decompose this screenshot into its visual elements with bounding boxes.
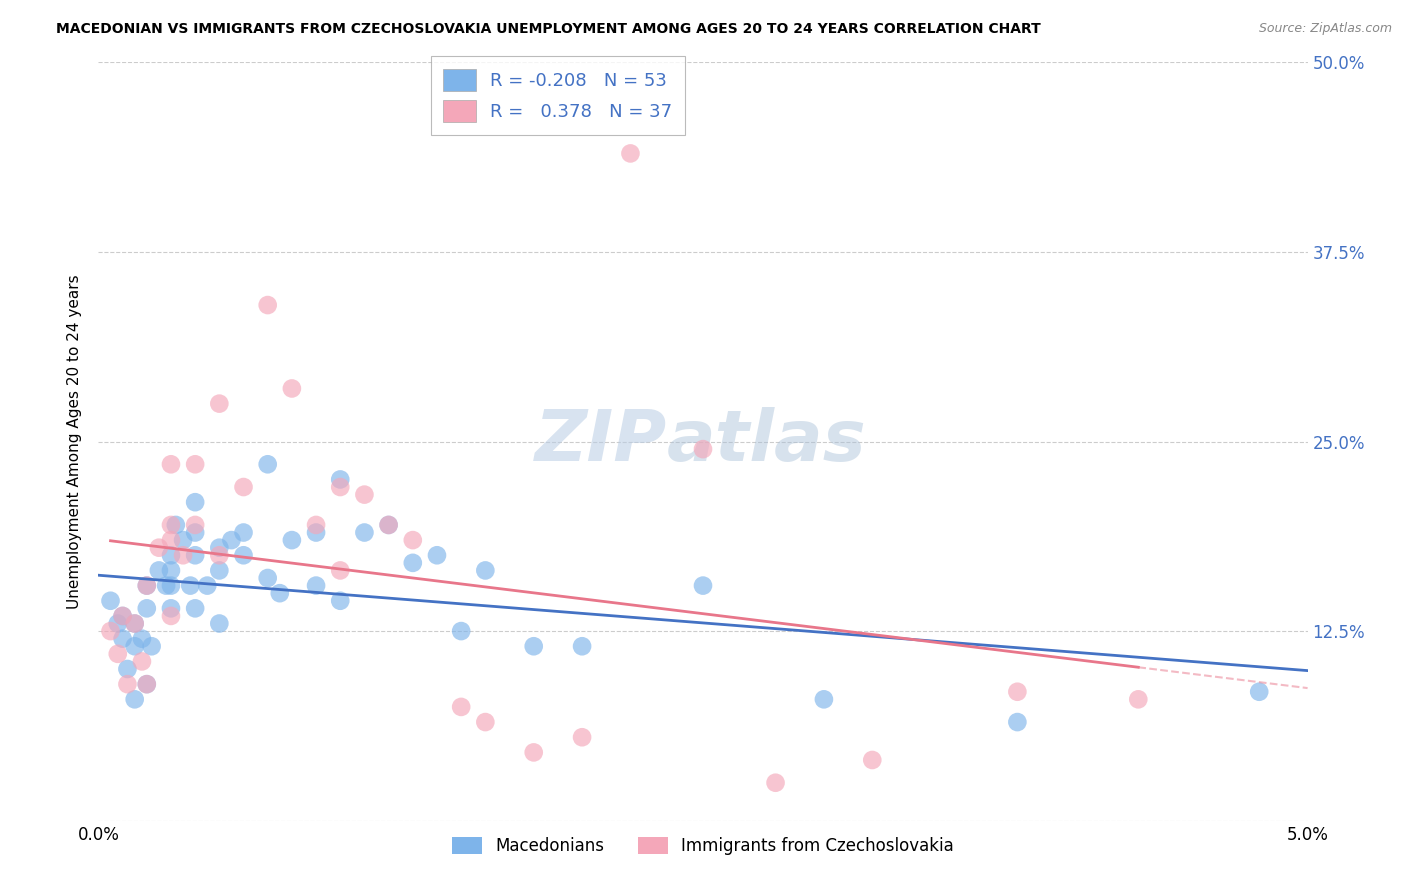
Point (135, 579, 157, 593)
Point (305, 525, 328, 540)
Text: MACEDONIAN VS IMMIGRANTS FROM CZECHOSLOVAKIA UNEMPLOYMENT AMONG AGES 20 TO 24 YE: MACEDONIAN VS IMMIGRANTS FROM CZECHOSLOV… (56, 22, 1040, 37)
Point (256, 458, 278, 472)
Point (353, 487, 375, 501)
Y-axis label: Unemployment Among Ages 20 to 24 years: Unemployment Among Ages 20 to 24 years (67, 274, 83, 609)
Point (571, 730, 593, 744)
Point (135, 677, 157, 691)
Point (195, 579, 218, 593)
Point (184, 548, 207, 563)
Point (155, 579, 177, 593)
Text: atlas: atlas (666, 407, 866, 476)
Point (1007, 715, 1029, 730)
Point (377, 517, 399, 532)
Point (450, 699, 472, 714)
Point (221, 533, 243, 548)
Text: ZIP: ZIP (534, 407, 666, 476)
Point (160, 458, 183, 472)
Point (160, 601, 183, 615)
Point (232, 548, 254, 563)
Point (160, 548, 183, 563)
Point (765, 776, 787, 790)
Point (172, 533, 194, 548)
Point (329, 480, 352, 494)
Point (100, 594, 122, 608)
Point (426, 548, 449, 563)
Point (256, 298, 278, 312)
Point (111, 632, 134, 646)
Point (571, 639, 593, 653)
Point (107, 647, 129, 661)
Point (135, 601, 157, 615)
Point (402, 533, 425, 548)
Point (184, 601, 207, 615)
Point (281, 382, 304, 396)
Point (329, 473, 352, 487)
Point (232, 525, 254, 540)
Point (402, 556, 425, 570)
Point (117, 662, 139, 676)
Text: Source: ZipAtlas.com: Source: ZipAtlas.com (1258, 22, 1392, 36)
Point (256, 571, 278, 585)
Point (208, 396, 231, 410)
Legend: Macedonians, Immigrants from Czechoslovakia: Macedonians, Immigrants from Czechoslova… (446, 830, 960, 862)
Point (281, 533, 304, 548)
Point (474, 564, 496, 578)
Point (131, 655, 153, 669)
Point (619, 146, 641, 161)
Point (160, 564, 183, 578)
Point (450, 624, 472, 639)
Point (692, 442, 714, 457)
Point (269, 586, 291, 600)
Point (813, 692, 835, 706)
Point (124, 692, 146, 706)
Point (329, 594, 352, 608)
Point (160, 579, 183, 593)
Point (692, 579, 714, 593)
Point (131, 632, 153, 646)
Point (172, 548, 194, 563)
Point (135, 579, 157, 593)
Point (111, 608, 134, 623)
Point (117, 677, 139, 691)
Point (208, 616, 231, 631)
Point (184, 495, 207, 509)
Point (232, 480, 254, 494)
Point (208, 548, 231, 563)
Point (124, 616, 146, 631)
Point (148, 541, 170, 555)
Point (523, 746, 546, 760)
Point (305, 579, 328, 593)
Point (208, 541, 231, 555)
Point (329, 564, 352, 578)
Point (160, 533, 183, 548)
Point (305, 517, 328, 532)
Point (184, 458, 207, 472)
Point (353, 525, 375, 540)
Point (160, 517, 183, 532)
Point (474, 715, 496, 730)
Point (179, 579, 201, 593)
Point (208, 564, 231, 578)
Point (1007, 685, 1029, 699)
Point (1128, 692, 1150, 706)
Point (860, 753, 883, 767)
Point (135, 677, 157, 691)
Point (124, 616, 146, 631)
Point (111, 608, 134, 623)
Point (184, 517, 207, 532)
Point (148, 564, 170, 578)
Point (184, 525, 207, 540)
Point (100, 624, 122, 639)
Point (523, 639, 546, 653)
Point (160, 608, 183, 623)
Point (107, 616, 129, 631)
Point (124, 639, 146, 653)
Point (1249, 685, 1271, 699)
Point (165, 517, 187, 532)
Point (141, 639, 163, 653)
Point (377, 517, 399, 532)
